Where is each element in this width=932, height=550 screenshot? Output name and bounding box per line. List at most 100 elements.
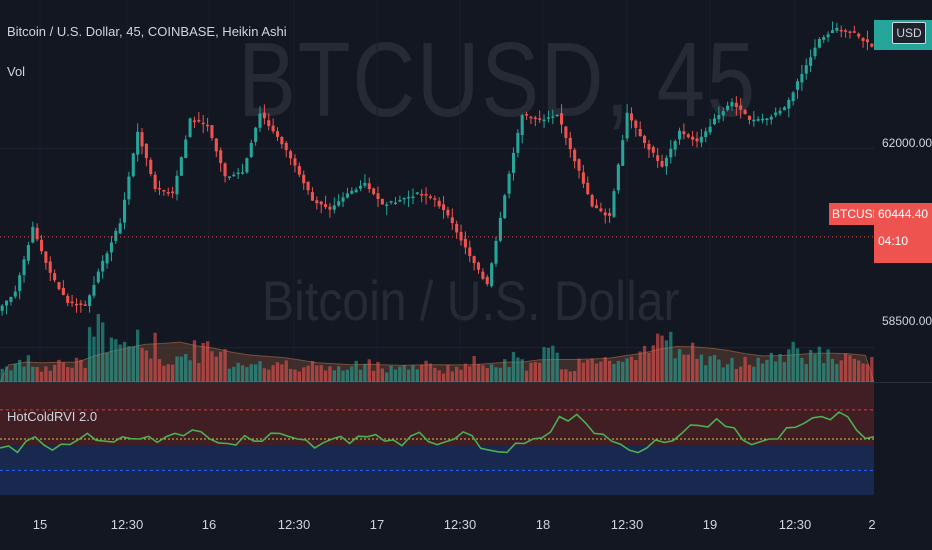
volume-bar: [192, 340, 197, 382]
volume-bar: [406, 369, 411, 382]
candle: [555, 114, 559, 117]
candle: [411, 196, 415, 199]
volume-bar: [227, 368, 232, 382]
time-tick: 19: [702, 517, 718, 532]
volume-bar: [332, 370, 336, 382]
volume-bar: [695, 358, 699, 382]
volume-bar: [153, 332, 157, 382]
volume-bar: [131, 346, 135, 382]
indicator-legend[interactable]: HotColdRVI 2.0: [7, 409, 98, 424]
pane-separator[interactable]: [0, 382, 932, 383]
candle: [402, 197, 406, 200]
candle: [0, 305, 4, 311]
price-chart-pane[interactable]: BTCUSD, 45 Bitcoin / U.S. Dollar Bitcoin…: [0, 0, 874, 382]
volume-bar: [297, 371, 302, 382]
candle: [638, 128, 642, 137]
symbol-watermark: BTCUSD, 45: [238, 21, 757, 139]
candle: [433, 198, 437, 200]
volume-bar: [708, 356, 712, 382]
volume-bar: [857, 360, 861, 382]
candle: [358, 185, 363, 189]
volume-bar: [546, 347, 551, 382]
volume-bar: [647, 352, 651, 382]
candle: [210, 125, 214, 138]
symbol-legend[interactable]: Bitcoin / U.S. Dollar, 45, COINBASE, Hei…: [7, 24, 287, 39]
candle: [516, 132, 520, 153]
candle: [428, 196, 432, 198]
volume-bar: [441, 373, 446, 382]
volume-bar: [861, 363, 865, 382]
candle: [310, 192, 314, 201]
candle: [188, 118, 192, 137]
volume-bar: [149, 358, 153, 382]
candle: [157, 188, 162, 190]
time-tick: 12:30: [778, 517, 812, 532]
rvi-canvas[interactable]: [0, 383, 874, 495]
volume-bar: [393, 369, 398, 382]
candle: [691, 136, 695, 140]
candle: [660, 160, 664, 167]
candle: [476, 262, 481, 270]
time-tick: 15: [32, 517, 48, 532]
volume-bar: [603, 357, 607, 382]
volume-bar: [385, 372, 389, 382]
volume-bar: [315, 365, 319, 382]
volume-bar: [489, 364, 494, 382]
candle: [726, 105, 730, 110]
candle: [289, 151, 293, 159]
volume-bar: [651, 345, 655, 382]
volume-bar: [804, 364, 808, 382]
time-axis[interactable]: 15 12:30 16 12:30 17 12:30 18 12:30 19 1…: [0, 495, 876, 550]
rvi-indicator-pane[interactable]: HotColdRVI 2.0: [0, 383, 874, 495]
volume-bar: [9, 370, 13, 382]
candle: [621, 140, 625, 166]
volume-bar: [127, 346, 131, 382]
candle: [695, 138, 699, 142]
candle: [328, 206, 332, 210]
candle: [673, 141, 677, 150]
candle: [271, 125, 275, 132]
candle: [678, 130, 682, 140]
volume-bar: [118, 344, 122, 382]
candle: [542, 119, 546, 122]
volume-ma-area: [0, 341, 874, 382]
volume-bar: [271, 365, 275, 382]
volume-bar: [175, 356, 179, 382]
candle: [39, 239, 44, 252]
candle: [686, 134, 690, 138]
candle: [800, 73, 804, 83]
candle: [79, 303, 83, 305]
candle: [315, 200, 319, 204]
volume-bar: [170, 364, 175, 382]
volume-bar: [529, 362, 533, 382]
volume-legend[interactable]: Vol: [7, 64, 26, 79]
volume-bar: [625, 358, 629, 382]
candle: [354, 189, 358, 193]
price-chart-canvas[interactable]: [0, 0, 874, 382]
volume-bar: [830, 358, 835, 382]
candle: [319, 201, 323, 205]
price-scale[interactable]: 63 2 USD 62000.00 58500.00: [874, 0, 932, 382]
volume-bar: [253, 364, 258, 382]
rvi-scale[interactable]: [874, 383, 932, 495]
candle: [494, 240, 498, 264]
volume-bar: [712, 354, 717, 382]
volume-bar: [354, 360, 358, 382]
candle: [96, 271, 100, 283]
volume-bar: [83, 368, 87, 382]
candle: [813, 47, 817, 57]
volume-bar: [607, 360, 612, 382]
volume-bar: [262, 368, 267, 382]
candle: [826, 34, 830, 38]
volume-bar: [826, 349, 830, 382]
volume-bar: [31, 366, 35, 382]
candle: [140, 132, 144, 147]
volume-bar: [52, 364, 57, 382]
candle: [162, 190, 166, 192]
time-tick: 2: [868, 517, 876, 532]
candle: [594, 205, 599, 209]
volume-bar: [219, 351, 223, 382]
candle: [739, 105, 743, 110]
currency-button[interactable]: USD: [892, 22, 926, 44]
price-tick: 62000.00: [882, 136, 932, 150]
